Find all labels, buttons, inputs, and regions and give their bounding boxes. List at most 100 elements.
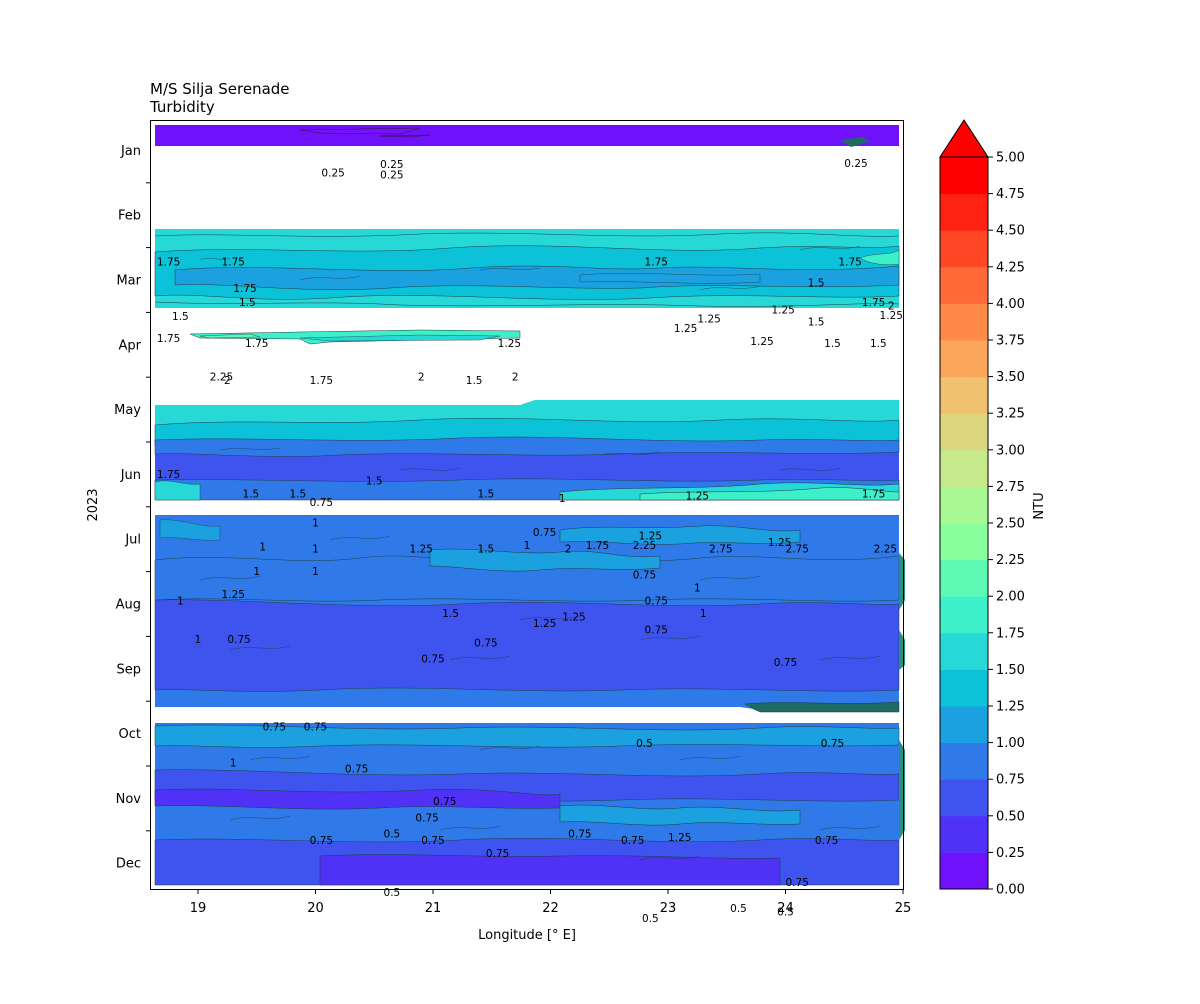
colorbar-tick-label: 0.75: [996, 773, 1025, 788]
x-tick-label: 20: [307, 901, 324, 916]
contour-label: 0.75: [486, 848, 509, 860]
colorbar-tick-label: 1.50: [996, 663, 1025, 678]
colorbar-extend: [939, 119, 989, 158]
colorbar-segment: [940, 230, 988, 268]
contour-label: 1.25: [697, 313, 720, 325]
colorbar-segment: [940, 779, 988, 817]
colorbar-segment: [940, 266, 988, 304]
colorbar-segment: [940, 486, 988, 524]
contour-label: 1.25: [880, 310, 903, 322]
contour-label: 1.25: [562, 611, 585, 623]
colorbar-tick-label: 1.25: [996, 700, 1025, 715]
band-april: [189, 329, 521, 345]
contour-label: 1.75: [838, 256, 861, 268]
contour-label: 0.75: [568, 829, 591, 841]
contour-label: 1.5: [466, 375, 483, 387]
contour-label: 1: [312, 518, 319, 530]
colorbar-tick-label: 0.00: [996, 883, 1025, 898]
contour-label: 1: [259, 541, 266, 553]
colorbar-segment: [940, 559, 988, 597]
contour-label: 2: [888, 300, 895, 312]
contour-label: 0.75: [421, 654, 444, 666]
colorbar-segment: [940, 669, 988, 707]
colorbar-tick-label: 4.75: [996, 187, 1025, 202]
contour-label: 1.25: [533, 618, 556, 630]
colorbar-tick-label: 3.25: [996, 407, 1025, 422]
colorbar-segment: [940, 303, 988, 341]
contour-label: 1.5: [870, 338, 887, 350]
contour-label: 1.5: [824, 338, 841, 350]
contour-label: 1: [524, 540, 531, 552]
contour-label: 1.5: [243, 488, 260, 500]
contour-label: 1.5: [808, 317, 825, 329]
x-tick-label: 25: [895, 901, 912, 916]
contour-label: 1.5: [366, 475, 383, 487]
contour-label: 2: [224, 375, 231, 387]
contour-label: 0.75: [645, 595, 668, 607]
contour-label: 1.75: [310, 375, 333, 387]
contour-label: 1.75: [157, 333, 180, 345]
contour-label: 0.75: [421, 835, 444, 847]
contour-label: 1: [559, 493, 566, 505]
contour-label: 1.25: [686, 490, 709, 502]
contour-label: 1.5: [290, 488, 307, 500]
contour-label: 1.5: [478, 488, 495, 500]
colorbar-tick-label: 1.75: [996, 626, 1025, 641]
contour-label: 1: [694, 582, 701, 594]
y-month-label: Jan: [120, 144, 141, 159]
y-axis-label: 2023: [86, 488, 101, 521]
x-axis: 19 20 21 22 23 24 25: [190, 889, 912, 916]
contour-label: 1.5: [442, 608, 459, 620]
contour-label: 1.25: [410, 543, 433, 555]
contour-label: 1.5: [172, 311, 189, 323]
colorbar-tick-label: 2.75: [996, 480, 1025, 495]
colorbar-segment: [940, 340, 988, 378]
colorbar-tick-label: 2.25: [996, 553, 1025, 568]
contour-label: 1: [195, 634, 202, 646]
contour-label: 2.25: [874, 543, 897, 555]
contour-label: 1.5: [239, 297, 256, 309]
contour-label: 0.75: [433, 796, 456, 808]
x-tick-label: 22: [542, 901, 559, 916]
contour-label: 0.75: [474, 637, 497, 649]
colorbar-segment: [940, 413, 988, 451]
colorbar-tick-label: 3.50: [996, 370, 1025, 385]
contour-label: 0.75: [533, 527, 556, 539]
contour-label: 2: [418, 372, 425, 384]
contour-label: 1.75: [245, 338, 268, 350]
colorbar-segment: [940, 376, 988, 414]
contour-label: 0.25: [380, 159, 403, 171]
x-tick-label: 23: [660, 901, 677, 916]
contour-label: 1.75: [862, 488, 885, 500]
contour-label: 2.25: [210, 372, 233, 384]
colorbar-tick-label: 4.00: [996, 297, 1025, 312]
colorbar-segment: [940, 193, 988, 231]
contour-label: 1.25: [750, 336, 773, 348]
y-month-label: May: [114, 403, 141, 418]
contour-label: 2: [512, 372, 519, 384]
contour-label: 0.75: [633, 569, 656, 581]
x-tick-label: 24: [777, 901, 794, 916]
y-month-label: Jul: [124, 533, 141, 548]
colorbar-segment: [940, 632, 988, 670]
y-month-label: Apr: [119, 338, 142, 353]
colorbar-tick-label: 0.25: [996, 846, 1025, 861]
contour-label: 1.75: [222, 256, 245, 268]
colorbar-tick-label: 1.00: [996, 736, 1025, 751]
contour-label: 2: [565, 543, 572, 555]
contour-label: 1.75: [586, 540, 609, 552]
colorbar-segment: [940, 852, 988, 890]
band-october-december: [154, 723, 905, 886]
colorbar-segment: [940, 596, 988, 634]
band-january: [155, 125, 899, 147]
contour-label: 0.75: [310, 497, 333, 509]
contour-label: 0.5: [384, 829, 401, 841]
contour-label: 0.75: [345, 764, 368, 776]
contour-label: 0.75: [415, 812, 438, 824]
x-tick-label: 21: [425, 901, 442, 916]
plot-frame: [150, 120, 904, 890]
colorbar-tick-label: 0.50: [996, 809, 1025, 824]
contour-texture: [199, 245, 881, 861]
